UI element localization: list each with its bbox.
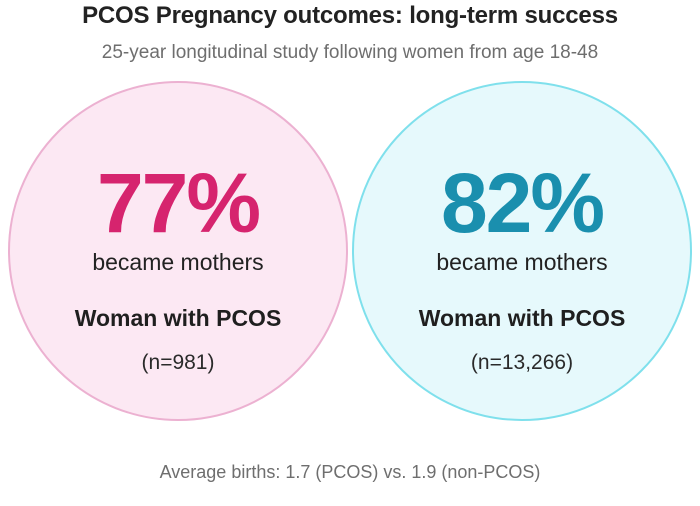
non-pcos-sample-size: (n=13,266) bbox=[470, 351, 574, 374]
pcos-sample-size: (n=981) bbox=[141, 351, 215, 374]
non-pcos-percent: 82% bbox=[440, 156, 605, 250]
chart-subtitle: 25-year longitudinal study following wom… bbox=[101, 42, 599, 63]
pcos-group-label: Woman with PCOS bbox=[74, 305, 282, 331]
non-pcos-caption: became mothers bbox=[436, 249, 608, 275]
non-pcos-group-label: Woman with PCOS bbox=[418, 305, 626, 331]
pcos-circle: 77% became mothers Woman with PCOS (n=98… bbox=[8, 81, 348, 421]
pcos-percent: 77% bbox=[96, 156, 261, 250]
chart-title: PCOS Pregnancy outcomes: long-term succe… bbox=[82, 2, 618, 29]
average-births-footnote: Average births: 1.7 (PCOS) vs. 1.9 (non-… bbox=[159, 462, 541, 482]
non-pcos-circle: 82% became mothers Woman with PCOS (n=13… bbox=[352, 81, 692, 421]
pcos-caption: became mothers bbox=[92, 249, 264, 275]
